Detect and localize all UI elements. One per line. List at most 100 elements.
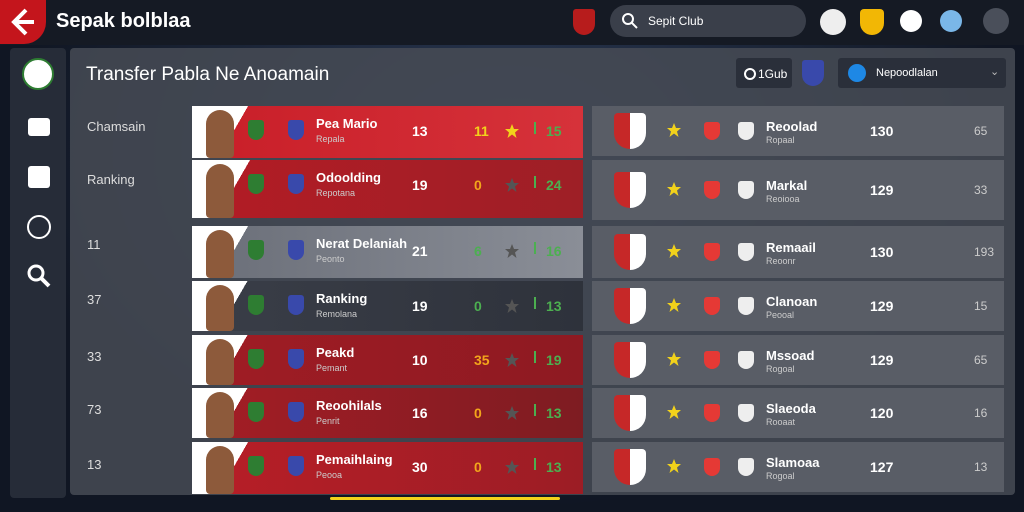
player-row[interactable]: Odoolding Repotana 19 0 24 (192, 160, 583, 218)
club-rating: 130 (870, 123, 894, 139)
stat-b: 0 (474, 405, 482, 421)
player-sub: Penrit (316, 416, 340, 426)
club-crest (248, 349, 264, 369)
club-name: Markal (766, 178, 808, 193)
back-icon (11, 8, 34, 36)
club-row[interactable]: Markal Reoiooa 129 33 (592, 160, 1004, 220)
icon-notify[interactable] (940, 10, 962, 32)
dropdown-text: Nepoodlalan (876, 67, 938, 79)
club-crest (738, 243, 754, 261)
player-row[interactable]: Ranking Remolana 19 0 13 (192, 281, 583, 331)
player-sub: Peooa (316, 470, 343, 480)
club-crest[interactable] (573, 9, 595, 35)
nav-search[interactable] (27, 264, 51, 288)
club-crest (288, 174, 304, 194)
stat-a: 19 (412, 298, 428, 314)
club-row[interactable]: Remaail Reoonr 130 193 (592, 226, 1004, 278)
arrow-up (534, 458, 536, 470)
side-nav (10, 48, 66, 498)
club-crest (248, 120, 264, 140)
club-crest (288, 349, 304, 369)
player-avatar (206, 164, 234, 218)
club-rating: 129 (870, 182, 894, 198)
club-crest (704, 351, 720, 369)
club-name: Remaail (766, 240, 816, 255)
club-rating: 120 (870, 405, 894, 421)
star (667, 298, 681, 312)
club-shield (614, 395, 646, 431)
nav-cards[interactable] (28, 118, 50, 136)
player-name: Peakd (316, 345, 355, 360)
club-small: 33 (974, 183, 988, 197)
icon-settings[interactable] (983, 8, 1009, 34)
search-box[interactable]: Sepit Club (610, 5, 806, 37)
player-name: Odoolding (316, 170, 381, 185)
stat-a: 13 (412, 123, 428, 139)
side-label: 37 (87, 292, 102, 307)
player-row[interactable]: Pea Mario Repala 13 11 15 (192, 106, 583, 158)
player-name: Ranking (316, 291, 368, 306)
star (505, 124, 519, 138)
club-row[interactable]: Reoolad Ropaal 130 65 (592, 106, 1004, 156)
arrow-up (534, 122, 536, 134)
stat-c: 15 (546, 123, 562, 139)
icon-chat[interactable] (900, 10, 922, 32)
club-shield (614, 172, 646, 208)
club-rating: 129 (870, 352, 894, 368)
club-button-text: 1Gub (758, 67, 788, 81)
stat-c: 19 (546, 352, 562, 368)
club-row[interactable]: Mssoad Rogoal 129 65 (592, 335, 1004, 385)
stat-c: 13 (546, 405, 562, 421)
club-row[interactable]: Clanoan Peooal 129 15 (592, 281, 1004, 331)
club-crest (738, 404, 754, 422)
stat-c: 16 (546, 243, 562, 259)
club-row[interactable]: Slaeoda Rooaat 120 16 (592, 388, 1004, 438)
player-row[interactable]: Nerat Delaniah Peonto 21 6 16 (192, 226, 583, 278)
nav-ball[interactable] (27, 215, 51, 239)
player-row[interactable]: Pemaihlaing Peooa 30 0 13 (192, 442, 583, 494)
arrow-up (534, 351, 536, 363)
dropdown-caret: ⌄ (990, 66, 1000, 78)
club-small: 65 (974, 124, 988, 138)
club-crest (288, 240, 304, 260)
side-label: Chamsain (87, 119, 146, 134)
player-row[interactable]: Reoohilals Penrit 16 0 13 (192, 388, 583, 438)
player-name: Reoohilals (316, 398, 382, 413)
club-rating: 127 (870, 459, 894, 475)
star (667, 182, 681, 196)
club-button[interactable]: 1Gub (736, 58, 792, 88)
nav-box[interactable] (28, 166, 50, 188)
scrollbar[interactable] (330, 497, 560, 500)
star (667, 244, 681, 258)
icon-ball[interactable] (820, 9, 846, 35)
icon-badge[interactable] (860, 9, 884, 35)
club-small: 15 (974, 299, 988, 313)
star (505, 406, 519, 420)
player-avatar (206, 446, 234, 494)
player-row[interactable]: Peakd Pemant 10 35 19 (192, 335, 583, 385)
player-avatar (206, 230, 234, 278)
club-sub: Rogoal (766, 364, 795, 374)
club-sub: Ropaal (766, 135, 795, 145)
side-label: 73 (87, 402, 102, 417)
nav-logo[interactable] (22, 58, 54, 90)
stat-b: 0 (474, 177, 482, 193)
club-rating: 130 (870, 244, 894, 260)
star (505, 460, 519, 474)
dropdown[interactable]: Nepoodlalan ⌄ (838, 58, 1006, 88)
side-label: 13 (87, 457, 102, 472)
dropdown-icon (848, 64, 866, 82)
club-crest (704, 404, 720, 422)
stat-c: 24 (546, 177, 562, 193)
search-text: Sepit Club (648, 14, 704, 28)
panel-crest (802, 60, 824, 86)
back-button[interactable] (0, 0, 46, 44)
club-crest (738, 181, 754, 199)
club-row[interactable]: Slamoaa Rogoal 127 13 (592, 442, 1004, 492)
club-crest (248, 174, 264, 194)
club-crest (248, 295, 264, 315)
club-name: Slaeoda (766, 401, 816, 416)
player-avatar (206, 285, 234, 331)
side-label: 11 (87, 237, 101, 252)
